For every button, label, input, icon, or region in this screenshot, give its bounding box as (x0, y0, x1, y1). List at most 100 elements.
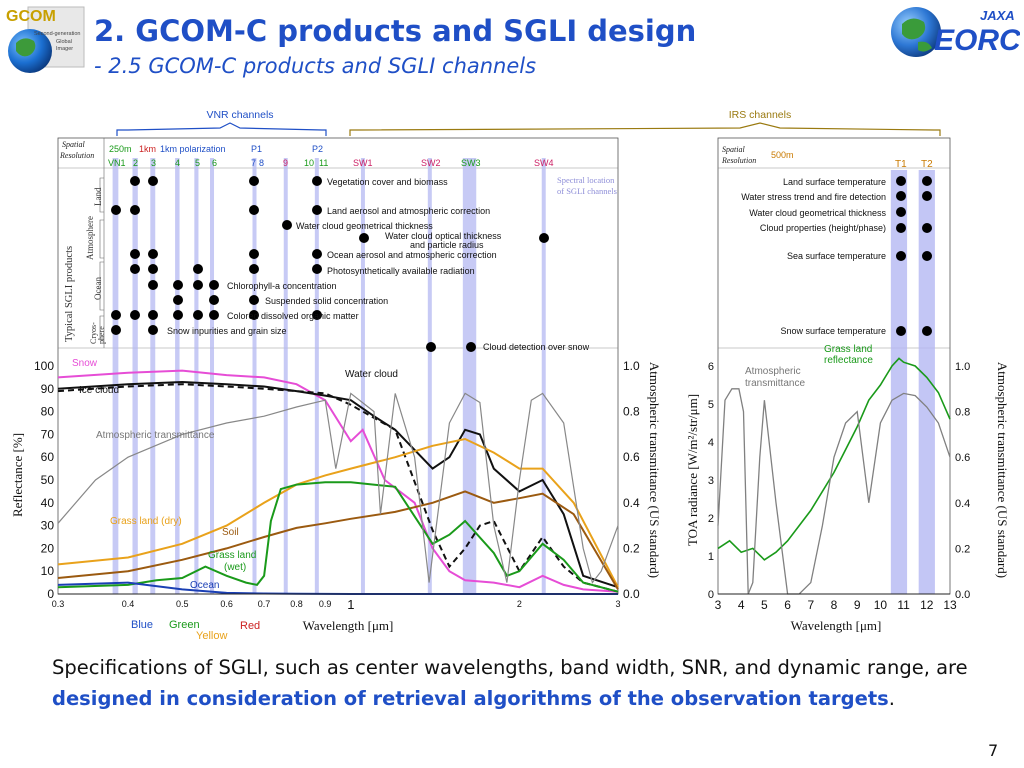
description-text: Specifications of SGLI, such as center w… (52, 656, 968, 710)
product-dot (173, 310, 183, 320)
left-x-tick: 0.7 (258, 599, 271, 609)
description-emphasis: designed in consideration of retrieval a… (52, 687, 889, 710)
tir-product-cloud-thickness: Water cloud geometrical thickness (749, 208, 886, 218)
channel-label: SW4 (534, 158, 554, 168)
irs-group-label: IRS channels (729, 109, 791, 121)
svg-text:Imager: Imager (56, 46, 73, 52)
series-water-cloud (57, 380, 619, 589)
tir-product-sst: Sea surface temperature (787, 251, 886, 261)
product-dot (111, 205, 121, 215)
channel-band (194, 158, 199, 594)
product-dot (922, 223, 932, 233)
res-500m: 500m (771, 150, 794, 160)
product-dot (209, 295, 219, 305)
page-number: 7 (988, 741, 999, 760)
left-y-tick: 20 (41, 541, 55, 555)
right-x-tick: 8 (831, 598, 838, 612)
channel-label: SW3 (461, 158, 481, 168)
label-snow: Snow (72, 358, 98, 369)
res-1km: 1km (139, 144, 156, 154)
tir-product-lst: Land surface temperature (783, 177, 886, 187)
svg-text:Ocean: Ocean (93, 277, 103, 300)
right-y-tick: 2 (708, 513, 714, 525)
channel-label: 4 (175, 158, 180, 168)
product-dot (148, 176, 158, 186)
left-y-tick: 10 (41, 564, 55, 578)
svg-text:Atmosphere: Atmosphere (85, 216, 95, 260)
product-ocean-aerosol: Ocean aerosol and atmospheric correction (327, 250, 497, 260)
product-dot (312, 264, 322, 274)
band-red: Red (240, 620, 260, 632)
channel-band (918, 170, 935, 594)
product-land-aerosol: Land aerosol and atmospheric correction (327, 206, 490, 216)
left-x-tick: 1 (347, 597, 354, 612)
product-dot (896, 191, 906, 201)
right-y-axis-label: TOA radiance [W/m²/str/μm] (685, 394, 700, 546)
left-y2-tick: 0.6 (623, 450, 640, 464)
product-par: Photosynthetically available radiation (327, 266, 475, 276)
product-dot (193, 264, 203, 274)
svg-text:reflectance: reflectance (824, 355, 873, 366)
svg-text:Spatial: Spatial (62, 140, 85, 149)
right-y2-tick: 0.2 (955, 543, 970, 555)
svg-text:JAXA: JAXA (980, 8, 1015, 23)
band-yellow: Yellow (196, 630, 227, 642)
page-subtitle: - 2.5 GCOM-C products and SGLI channels (94, 54, 537, 78)
left-x-tick: 3 (615, 599, 620, 609)
right-x-tick: 6 (784, 598, 791, 612)
right-x-tick: 13 (943, 598, 957, 612)
band-green: Green (169, 619, 200, 631)
left-x-tick: 0.4 (122, 599, 135, 609)
product-chlorophyll: Chlorophyll-a concentration (227, 281, 337, 291)
eorc-logo: JAXA EORC (891, 7, 1020, 57)
left-x-tick: 0.9 (319, 599, 332, 609)
left-y-tick: 60 (41, 450, 55, 464)
channel-label: 10 (304, 158, 314, 168)
channel-label: VN1 (108, 158, 126, 168)
sgli-channel-chart: VNR channels IRS channels Spatial Resolu… (10, 109, 1010, 642)
right-y-tick: 1 (708, 551, 714, 563)
spectral-location-note: Spectral location (557, 175, 615, 185)
res-250m: 250m (109, 144, 132, 154)
product-vegetation: Vegetation cover and biomass (327, 177, 448, 187)
product-dot (249, 295, 259, 305)
channel-label: SW1 (353, 158, 373, 168)
channel-band (283, 158, 288, 594)
channel-label: 7 (251, 158, 256, 168)
left-y-tick: 50 (41, 473, 55, 487)
series-ice-cloud (57, 383, 619, 593)
series-grass-land-dry- (57, 437, 619, 588)
typical-products-label: Typical SGLI products (64, 246, 75, 342)
product-dot (148, 310, 158, 320)
label-water-cloud: Water cloud (345, 369, 398, 380)
right-y-tick: 5 (708, 399, 714, 411)
left-panel: Spatial Resolution 250m 1km 1km polariza… (10, 137, 662, 642)
right-x-tick: 11 (897, 598, 910, 612)
product-dot (249, 310, 259, 320)
channel-band (210, 158, 215, 594)
label-ocean: Ocean (190, 580, 219, 591)
channel-band (427, 158, 432, 594)
svg-text:Global: Global (56, 39, 72, 45)
left-y-tick: 0 (47, 587, 54, 601)
channel-band (112, 158, 119, 594)
left-y2-tick: 0.4 (623, 496, 640, 510)
svg-text:Cryos-: Cryos- (89, 322, 98, 344)
right-y-tick: 6 (708, 361, 714, 373)
product-dot (130, 264, 140, 274)
right-y-tick: 4 (708, 437, 714, 449)
product-dot (148, 280, 158, 290)
left-y2-tick: 1.0 (623, 359, 640, 373)
left-y2-tick: 0.8 (623, 405, 640, 419)
left-x-tick: 2 (517, 599, 522, 609)
product-dot (896, 176, 906, 186)
svg-text:Resolution: Resolution (721, 156, 756, 165)
product-water-cloud-thickness: Water cloud geometrical thickness (296, 221, 433, 231)
channel-label: 8 (259, 158, 264, 168)
right-y2-tick: 0.4 (955, 498, 970, 510)
product-dot (193, 310, 203, 320)
svg-text:P1: P1 (251, 144, 262, 154)
right-x-tick: 3 (715, 598, 722, 612)
product-suspended-solid: Suspended solid concentration (265, 296, 388, 306)
page-title: 2. GCOM-C products and SGLI design (94, 14, 697, 48)
